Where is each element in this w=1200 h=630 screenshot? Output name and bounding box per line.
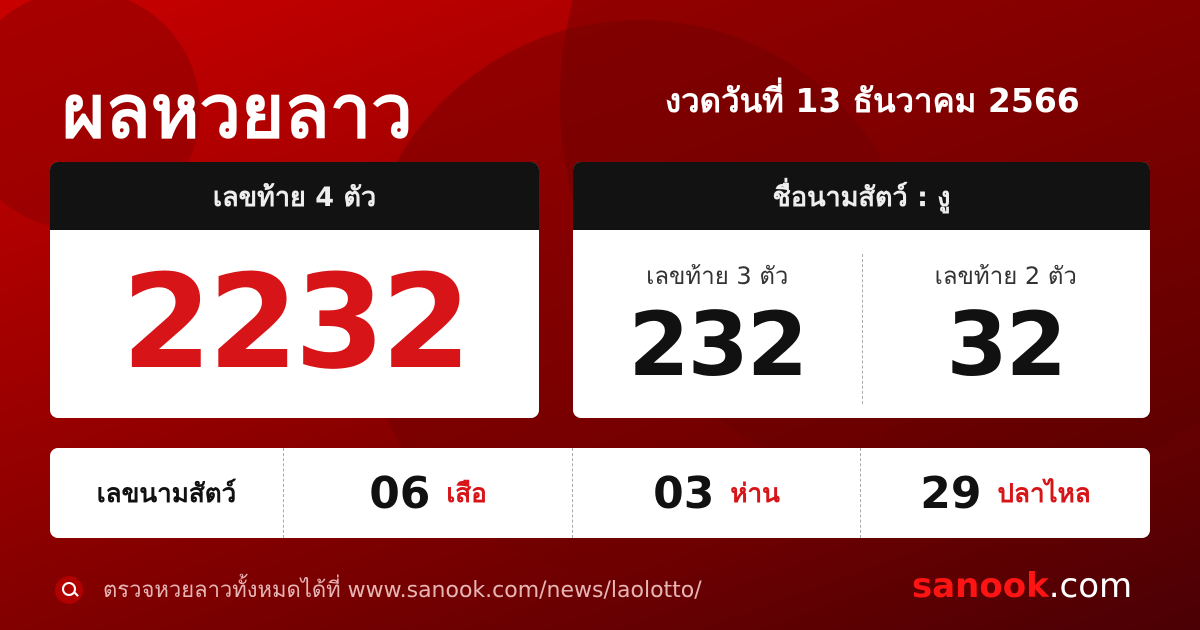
page-title: ผลหวยลาว [62,69,413,155]
animal-number-item: 29 ปลาไหล [860,448,1150,538]
last4-label: เลขท้าย 4 ตัว [50,162,539,230]
last3-block: เลขท้าย 3 ตัว 232 [573,230,862,418]
last4-card: เลขท้าย 4 ตัว 2232 [50,162,539,418]
number: 03 [653,467,715,519]
animal: ห่าน [730,478,780,509]
animal-card: ชื่อนามสัตว์ : งู เลขท้าย 3 ตัว 232 เลขท… [573,162,1150,418]
animal: ปลาไหล [997,478,1091,509]
last4-value: 2232 [121,246,472,398]
number: 29 [920,467,982,519]
sanook-logo: sanook.com [912,566,1132,606]
logo-main: sanook [912,566,1049,606]
last3-value: 232 [628,293,808,396]
last3-label: เลขท้าย 3 ตัว [646,262,789,290]
last2-value: 32 [946,293,1067,396]
number: 06 [369,467,431,519]
logo-suffix: .com [1048,566,1133,606]
footer-link[interactable]: ตรวจหวยลาวทั้งหมดได้ที่ www.sanook.com/n… [103,578,702,603]
animal: เสือ [446,478,487,509]
footer: ตรวจหวยลาวทั้งหมดได้ที่ www.sanook.com/n… [55,572,702,607]
last2-label: เลขท้าย 2 ตัว [934,262,1077,290]
animal-name: ชื่อนามสัตว์ : งู [573,162,1150,230]
animal-numbers-label: เลขนามสัตว์ [96,478,237,509]
last2-block: เลขท้าย 2 ตัว 32 [862,230,1151,418]
animal-number-item: 03 ห่าน [572,448,860,538]
animal-numbers-row: เลขนามสัตว์ 06 เสือ 03 ห่าน 29 ปลาไหล [50,448,1150,538]
animal-number-item: 06 เสือ [283,448,572,538]
draw-date: งวดวันที่ 13 ธันวาคม 2566 [665,81,1080,120]
search-icon [55,575,83,604]
divider [861,254,863,404]
